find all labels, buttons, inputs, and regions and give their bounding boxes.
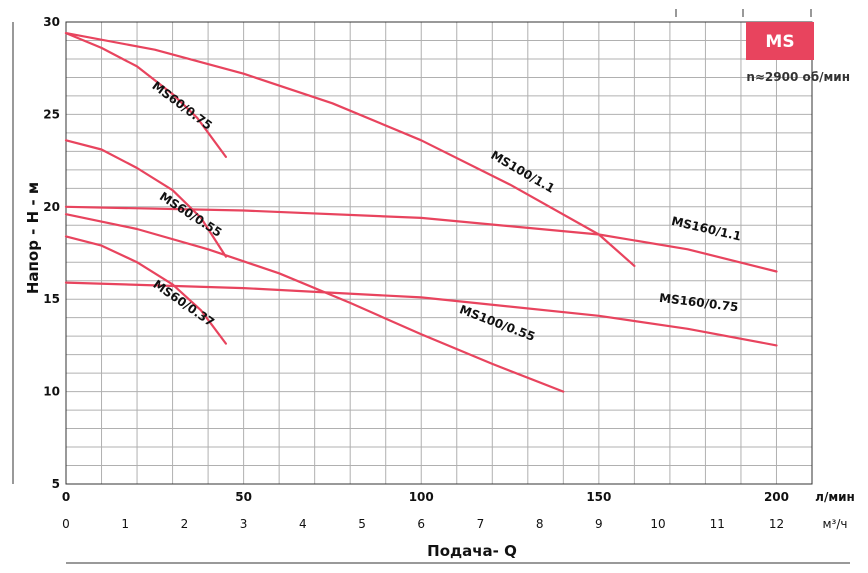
series-line-ms60-0-55 — [64, 139, 227, 258]
y-tick-label: 20 — [43, 200, 60, 214]
y-tick-label: 25 — [43, 107, 60, 121]
series-line-ms60-0-37 — [64, 235, 227, 345]
curves — [64, 31, 778, 393]
x-tick-label-lmin: 200 — [764, 490, 789, 504]
x-tick-label-m3h: 1 — [121, 517, 129, 531]
x-tick-label-m3h: 6 — [417, 517, 425, 531]
x-tick-label-m3h: 5 — [358, 517, 366, 531]
x-tick-label-m3h: 11 — [710, 517, 725, 531]
y-tick-label: 5 — [52, 477, 60, 491]
curve-label: MS60/0.37 — [151, 277, 217, 329]
series-badge-text: MS — [765, 32, 794, 52]
x-tick-label-m3h: 4 — [299, 517, 307, 531]
x-tick-labels-m3h: 0 1 2 3 4 5 6 7 8 9 10 11 12 — [62, 517, 784, 531]
x-tick-label-m3h: 8 — [536, 517, 544, 531]
y-tick-labels: 5 10 15 20 25 30 — [43, 15, 60, 491]
x-tick-labels-lmin: 0 50 100 150 200 — [62, 490, 789, 504]
x-tick-label-m3h: 12 — [769, 517, 784, 531]
x-tick-label-lmin: 0 — [62, 490, 70, 504]
curve-label: MS60/0.75 — [149, 79, 214, 133]
x-tick-label-m3h: 9 — [595, 517, 603, 531]
x-tick-label-m3h: 10 — [650, 517, 665, 531]
curve-label: MS160/0.75 — [658, 291, 739, 315]
y-tick-label: 30 — [43, 15, 60, 29]
x-tick-label-m3h: 7 — [477, 517, 485, 531]
y-tick-label: 10 — [43, 385, 60, 399]
plot-frame — [65, 21, 813, 485]
series-line-ms100-0-55 — [64, 213, 565, 393]
x-tick-label-m3h: 2 — [181, 517, 189, 531]
series-badge — [746, 22, 814, 60]
grid — [66, 22, 812, 484]
series-line-ms60-0-75 — [64, 31, 227, 158]
x-axis-title: Подача- Q — [427, 542, 517, 560]
curve-label: MS60/0.55 — [157, 189, 224, 240]
x-unit-lmin: л/мин — [815, 490, 855, 504]
y-axis-title: Напор - Н - м — [24, 182, 42, 294]
x-tick-label-lmin: 100 — [409, 490, 434, 504]
series-line-ms100-1-1 — [64, 31, 636, 267]
curve-label: MS160/1.1 — [670, 214, 743, 244]
x-tick-label-m3h: 3 — [240, 517, 248, 531]
speed-note: n≈2900 об/мин — [746, 70, 850, 84]
x-unit-m3h: м³/ч — [823, 517, 848, 531]
x-tick-label-lmin: 150 — [586, 490, 611, 504]
y-tick-label: 15 — [43, 292, 60, 306]
series-line-ms160-1-1 — [64, 205, 778, 273]
series-line-ms160-0-75 — [64, 281, 778, 347]
x-tick-label-lmin: 50 — [235, 490, 252, 504]
x-tick-label-m3h: 0 — [62, 517, 70, 531]
